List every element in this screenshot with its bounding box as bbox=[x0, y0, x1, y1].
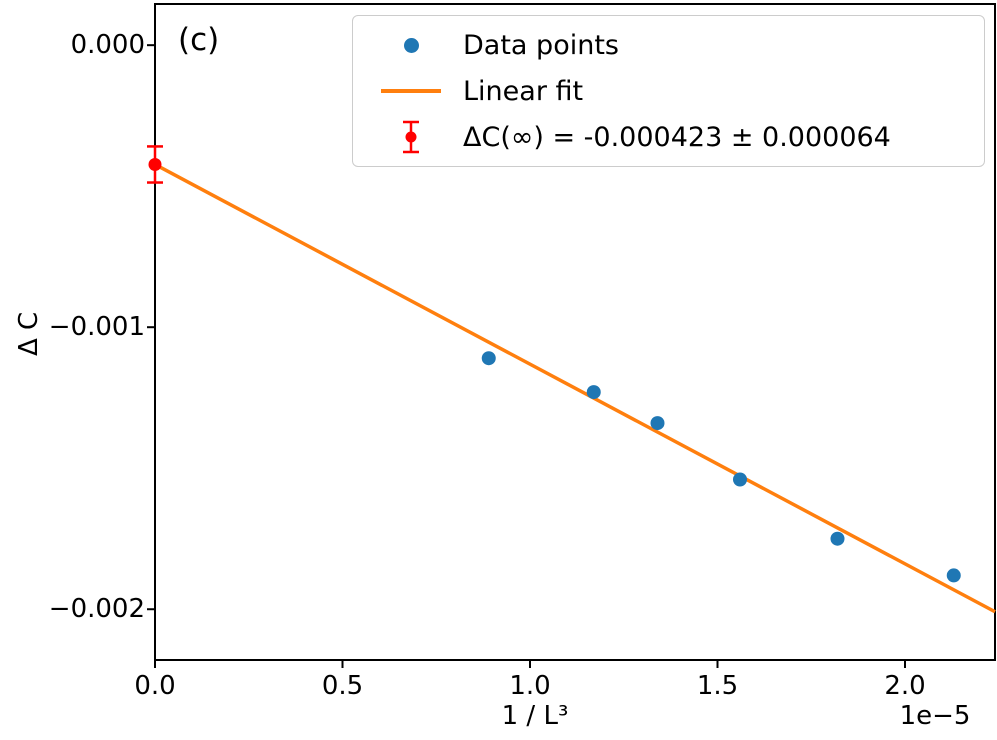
legend-label: ΔC(∞) = -0.000423 ± 0.000064 bbox=[463, 121, 891, 153]
data-point bbox=[481, 351, 496, 366]
legend-label: Data points bbox=[463, 29, 619, 61]
axes-spines bbox=[154, 3, 996, 661]
data-points-marker-icon bbox=[403, 37, 419, 53]
data-point bbox=[733, 472, 747, 487]
linear-fit-line bbox=[154, 162, 996, 614]
legend-entry-extrapolated: ΔC(∞) = -0.000423 ± 0.000064 bbox=[375, 115, 974, 159]
legend-label: Linear fit bbox=[463, 75, 584, 107]
panel-annotation: (c) bbox=[178, 22, 220, 58]
x-tick-label: 1.5 bbox=[696, 671, 739, 701]
x-axis-offset-label: 1e−5 bbox=[899, 701, 971, 731]
data-point bbox=[650, 416, 665, 431]
errorbar-icon bbox=[403, 120, 419, 154]
x-tick-label: 0.0 bbox=[134, 671, 176, 701]
errorbar-point bbox=[148, 157, 162, 171]
legend: Data points Linear fit ΔC(∞) = -0.000423… bbox=[352, 15, 985, 167]
y-tick-label: 0.000 bbox=[70, 30, 145, 61]
y-tick-label: −0.002 bbox=[48, 594, 145, 625]
x-tick-label: 2.0 bbox=[884, 671, 926, 701]
data-point bbox=[946, 568, 961, 583]
x-tick-label: 0.5 bbox=[321, 671, 364, 701]
x-tick-label: 1.0 bbox=[509, 671, 551, 701]
data-point bbox=[586, 385, 601, 400]
legend-entry-data-points: Data points bbox=[375, 23, 974, 67]
x-axis-label: 1 / L³ bbox=[501, 701, 569, 731]
y-tick-label: −0.001 bbox=[48, 312, 145, 343]
data-point bbox=[830, 531, 845, 546]
linear-fit-marker-icon bbox=[381, 89, 441, 93]
legend-entry-linear-fit: Linear fit bbox=[375, 69, 974, 113]
